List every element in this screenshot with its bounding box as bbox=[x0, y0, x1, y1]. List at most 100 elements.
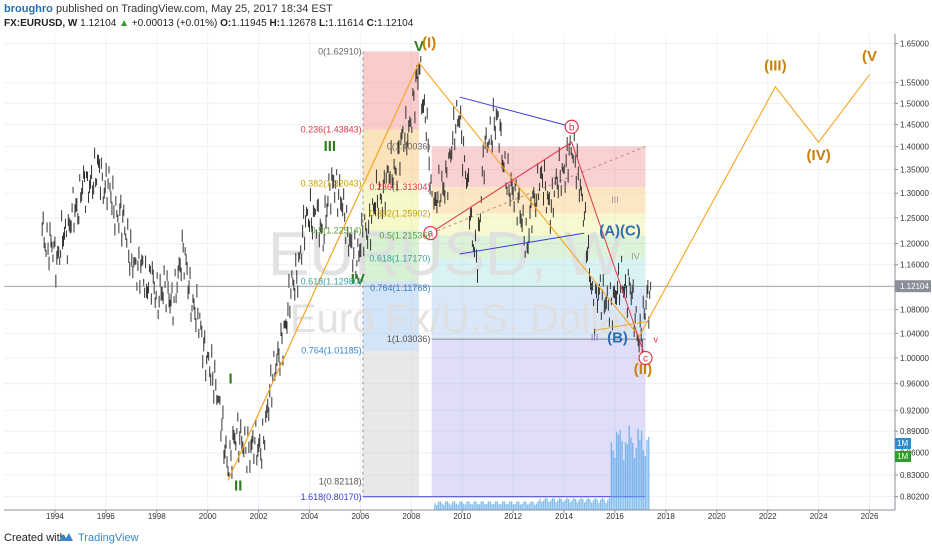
volume-bar bbox=[528, 503, 531, 510]
volume-bar bbox=[475, 501, 477, 510]
fibonacci-zones bbox=[362, 51, 646, 498]
volume-bar bbox=[560, 498, 563, 510]
close-label: C: bbox=[366, 18, 378, 29]
fib-label-left: 0.5(1.22514) bbox=[311, 225, 362, 235]
y-tick-label: 1.30000 bbox=[900, 189, 929, 198]
fib-label-right: 0.764(1.11768) bbox=[370, 283, 430, 293]
volume-bar bbox=[523, 501, 525, 510]
volume-bar bbox=[603, 499, 605, 510]
volume-bar bbox=[578, 499, 580, 510]
x-tick-label: 2014 bbox=[555, 512, 573, 521]
volume-bar bbox=[491, 504, 493, 510]
tradingview-brand[interactable]: TradingView bbox=[78, 532, 139, 544]
symbol-label[interactable]: FX:EURUSD, W bbox=[4, 18, 78, 29]
volume-bar bbox=[512, 504, 515, 510]
tradingview-logo-icon bbox=[59, 533, 73, 541]
change-arrow-icon: ▲ bbox=[119, 18, 129, 29]
volume-bar bbox=[535, 503, 538, 510]
y-tick-label: 1.50000 bbox=[900, 99, 929, 108]
volume-bar bbox=[548, 501, 550, 510]
volume-bar bbox=[514, 503, 516, 510]
volume-bar bbox=[646, 439, 648, 510]
volume-bar bbox=[462, 503, 465, 510]
last-price-badge bbox=[895, 280, 931, 293]
y-tick-label: 0.83000 bbox=[900, 471, 929, 480]
volume-badge bbox=[895, 451, 911, 462]
x-axis[interactable]: 1994 1996 1998 2000 2002 2004 2006 2008 2010 2012… bbox=[4, 509, 895, 521]
wave-label: (IV) bbox=[807, 147, 831, 164]
volume-bar bbox=[621, 441, 623, 510]
volume-bar bbox=[592, 499, 595, 510]
wave-label: c bbox=[643, 353, 648, 364]
x-tick-label: 2000 bbox=[199, 512, 217, 521]
author-name[interactable]: broughro bbox=[4, 3, 53, 15]
volume-bar bbox=[480, 501, 482, 510]
volume-bar bbox=[630, 437, 632, 510]
volume-bar bbox=[562, 502, 564, 510]
volume-bar bbox=[564, 500, 566, 510]
volume-bar bbox=[471, 504, 474, 510]
high-value: 1.12678 bbox=[280, 18, 317, 29]
open-value: 1.11945 bbox=[231, 18, 267, 29]
volume-bar bbox=[532, 501, 534, 510]
volume-bar bbox=[580, 498, 582, 510]
volume-bar bbox=[468, 501, 470, 510]
volume-bar bbox=[546, 498, 548, 510]
volume-bar bbox=[605, 502, 607, 510]
volume-bar bbox=[589, 499, 591, 510]
fib-zone-left bbox=[362, 129, 419, 184]
ohlc-legend: FX:EURUSD, W 1.12104 ▲ +0.00013 (+0.01%)… bbox=[4, 18, 413, 29]
volume-bar bbox=[599, 499, 602, 510]
y-tick-label: 1.20000 bbox=[900, 239, 929, 248]
fib-label-left: 0.618(1.12980) bbox=[301, 276, 362, 286]
y-tick-label: 1.55000 bbox=[900, 79, 929, 88]
volume-bar bbox=[500, 503, 502, 510]
wave-marker-circle bbox=[423, 225, 438, 241]
volume-bar bbox=[476, 503, 479, 510]
x-tick-label: 2016 bbox=[606, 512, 624, 521]
volume-bar bbox=[482, 501, 484, 510]
created-with-text: Created with bbox=[4, 532, 66, 544]
volume-bar bbox=[437, 501, 440, 510]
fib-zone-right-extension bbox=[431, 339, 646, 497]
volume-bar bbox=[444, 501, 447, 510]
last-price-badge-label: 1.12104 bbox=[900, 282, 929, 291]
y-tick-label: 1.04000 bbox=[900, 329, 929, 338]
fib-zone-left bbox=[362, 481, 419, 497]
x-tick-label: 2008 bbox=[402, 512, 420, 521]
y-axis[interactable]: 1.65000 1.55000 1.50000 1.45000 1.40000 1.350… bbox=[894, 34, 932, 510]
high-label: H: bbox=[269, 18, 281, 29]
elliott-projection bbox=[227, 61, 870, 481]
volume-bar bbox=[624, 442, 627, 510]
volume-bars bbox=[434, 425, 650, 510]
open-label: O: bbox=[220, 18, 232, 29]
wave-marker-circle bbox=[564, 119, 579, 134]
price-change: +0.00013 (+0.01%) bbox=[131, 18, 218, 29]
volume-bar bbox=[576, 502, 579, 510]
volume-bar bbox=[591, 502, 593, 510]
y-tick-label: 1.08000 bbox=[900, 306, 929, 315]
volume-bar bbox=[551, 498, 554, 510]
x-tick-label: 1994 bbox=[46, 512, 64, 521]
volume-bar bbox=[635, 448, 637, 510]
volume-bar bbox=[526, 504, 529, 510]
volume-bar bbox=[464, 504, 466, 510]
fib-zone-left bbox=[362, 51, 419, 130]
close-value: 1.12104 bbox=[377, 18, 414, 29]
volume-bar bbox=[485, 504, 488, 510]
volume-bar bbox=[583, 502, 586, 510]
volume-badge-label: 1M bbox=[897, 452, 908, 461]
volume-bar bbox=[507, 503, 509, 510]
fib-label-left: 0.764(1.01185) bbox=[301, 346, 361, 356]
fib-zone-right bbox=[431, 288, 646, 340]
volume-bar bbox=[510, 501, 513, 510]
x-tick-label: 2026 bbox=[861, 512, 879, 521]
volume-bar bbox=[619, 430, 621, 510]
x-tick-label: 1998 bbox=[148, 512, 166, 521]
volume-bar bbox=[628, 425, 630, 510]
volume-bar bbox=[550, 500, 552, 510]
volume-bar bbox=[446, 501, 449, 510]
x-tick-label: 2010 bbox=[453, 512, 471, 521]
footer: Created with TradingView bbox=[0, 528, 932, 550]
